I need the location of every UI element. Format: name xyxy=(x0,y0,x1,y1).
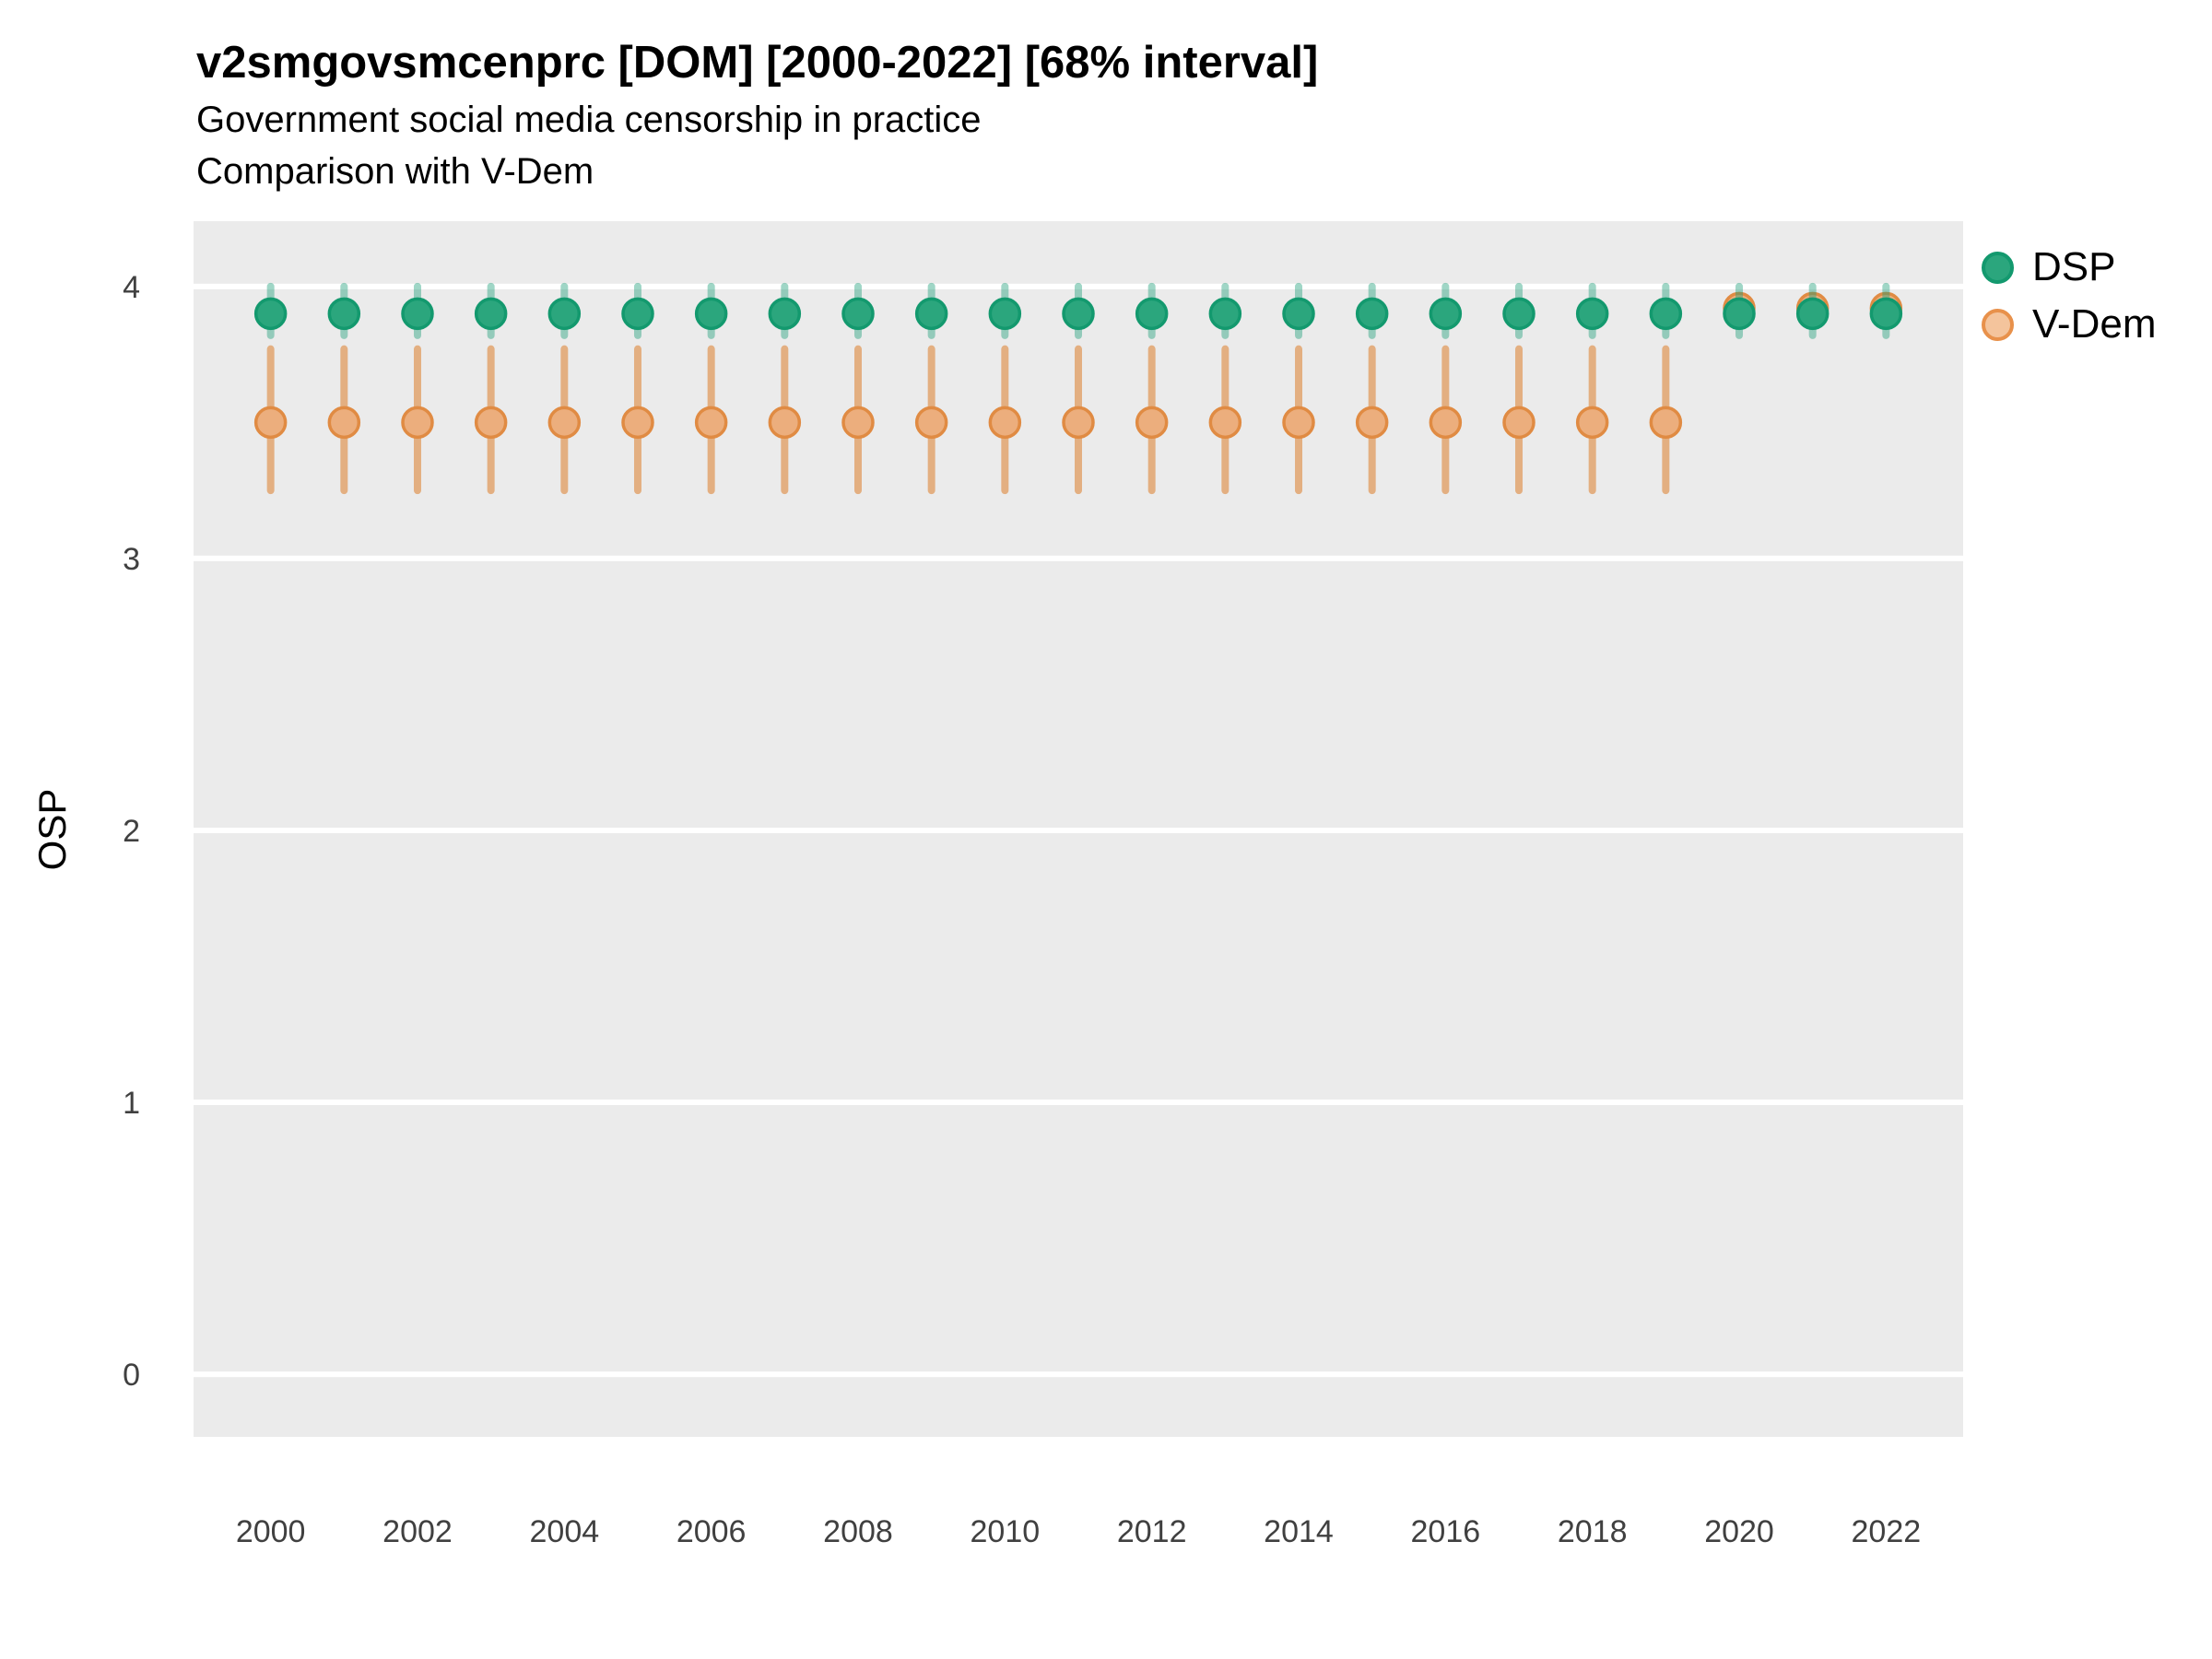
vdem-point xyxy=(547,406,582,440)
x-tick-label: 2012 xyxy=(1117,1514,1187,1549)
dsp-point xyxy=(1502,297,1535,331)
x-tick-label: 2018 xyxy=(1558,1514,1628,1549)
dsp-point xyxy=(694,297,728,331)
dsp-point xyxy=(621,297,654,331)
dsp-point xyxy=(1795,297,1830,331)
vdem-point xyxy=(621,406,654,440)
vdem-point xyxy=(1062,406,1095,440)
vdem-point xyxy=(1649,406,1683,440)
vdem-point xyxy=(1208,406,1242,440)
dsp-point xyxy=(253,297,288,331)
x-tick-label: 2020 xyxy=(1704,1514,1774,1549)
dsp-point xyxy=(1429,297,1463,331)
legend-dsp-label: DSP xyxy=(2032,244,2116,289)
dsp-point xyxy=(327,297,361,331)
vdem-point xyxy=(253,406,288,440)
vdem-point xyxy=(841,406,875,440)
legend-vdem-marker-icon xyxy=(1982,308,2014,341)
dsp-point xyxy=(1282,297,1315,331)
vdem-point xyxy=(1429,406,1463,440)
dsp-point xyxy=(914,297,948,331)
legend-item-dsp: DSP xyxy=(1982,245,2156,289)
dsp-point xyxy=(1575,297,1609,331)
x-tick-label: 2014 xyxy=(1264,1514,1334,1549)
vdem-point xyxy=(768,406,802,440)
legend-item-vdem: V-Dem xyxy=(1982,302,2156,347)
vdem-point xyxy=(914,406,948,440)
vdem-point xyxy=(327,406,361,440)
dsp-point xyxy=(1869,297,1903,331)
dsp-point xyxy=(1135,297,1169,331)
x-tick-label: 2002 xyxy=(382,1514,453,1549)
vdem-point xyxy=(1282,406,1315,440)
vdem-point xyxy=(1355,406,1389,440)
legend-vdem-label: V-Dem xyxy=(2032,301,2157,347)
y-tick-label: 3 xyxy=(123,542,140,577)
x-tick-label: 2004 xyxy=(530,1514,600,1549)
y-tick-label: 4 xyxy=(123,270,140,305)
x-tick-label: 2016 xyxy=(1411,1514,1481,1549)
legend-dsp-marker-icon xyxy=(1982,251,2014,284)
y-tick-label: 0 xyxy=(123,1358,140,1393)
dsp-point xyxy=(841,297,875,331)
dsp-point xyxy=(1062,297,1095,331)
x-tick-label: 2000 xyxy=(236,1514,306,1549)
dsp-point xyxy=(988,297,1022,331)
dsp-point xyxy=(401,297,434,331)
vdem-point xyxy=(474,406,508,440)
legend: DSP V-Dem xyxy=(1982,245,2156,347)
dsp-point xyxy=(768,297,802,331)
y-tick-label: 2 xyxy=(123,814,140,849)
x-tick-label: 2006 xyxy=(677,1514,747,1549)
x-tick-label: 2008 xyxy=(823,1514,893,1549)
vdem-point xyxy=(1575,406,1609,440)
vdem-point xyxy=(1502,406,1535,440)
chart-subtitle-line2: Comparison with V-Dem xyxy=(196,151,594,192)
vdem-point xyxy=(401,406,434,440)
chart-title: v2smgovsmcenprc [DOM] [2000-2022] [68% i… xyxy=(196,38,1319,88)
dsp-point xyxy=(1208,297,1242,331)
dsp-point xyxy=(1649,297,1683,331)
vdem-point xyxy=(988,406,1022,440)
dsp-point xyxy=(1355,297,1389,331)
y-tick-label: 1 xyxy=(123,1086,140,1121)
vdem-point xyxy=(694,406,728,440)
dsp-point xyxy=(474,297,508,331)
dsp-point xyxy=(1723,297,1756,331)
chart-subtitle: Government social media censorship in pr… xyxy=(196,100,982,140)
x-tick-label: 2022 xyxy=(1852,1514,1922,1549)
vdem-point xyxy=(1135,406,1169,440)
x-tick-label: 2010 xyxy=(971,1514,1041,1549)
dsp-point xyxy=(547,297,582,331)
